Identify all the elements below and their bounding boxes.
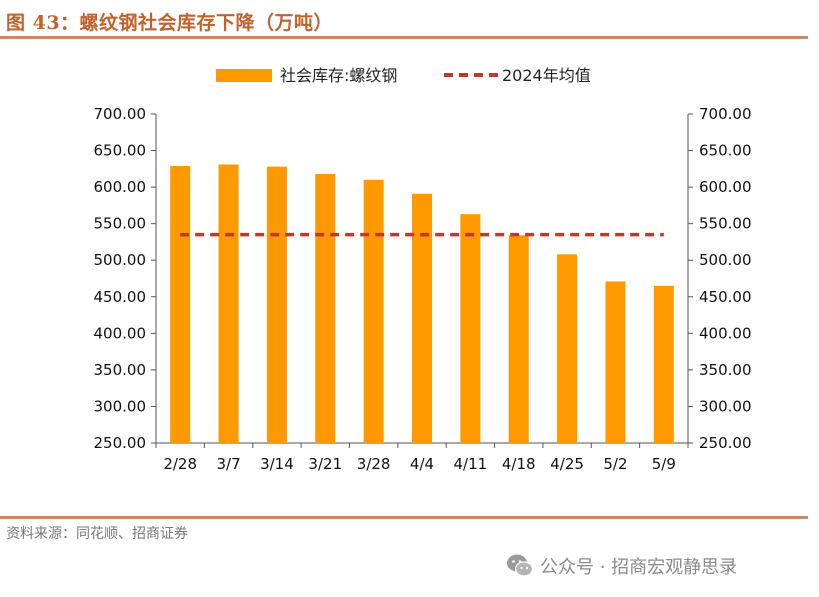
x-tick-label: 4/4 (410, 455, 434, 473)
legend-label-bar: 社会库存:螺纹钢 (280, 66, 397, 85)
bars (170, 164, 674, 444)
wechat-icon (507, 554, 534, 577)
y-tick-label-right: 450.00 (699, 288, 752, 306)
x-tick-label: 3/14 (260, 455, 294, 473)
bar (508, 235, 529, 443)
figure-title: 图 43：螺纹钢社会库存下降（万吨） (6, 12, 334, 34)
y-tick-label-right: 300.00 (699, 397, 752, 415)
x-tick-label: 4/11 (454, 455, 488, 473)
x-tick-label: 2/28 (163, 455, 197, 473)
y-tick-label-right: 250.00 (699, 434, 752, 452)
x-tick-label: 3/28 (357, 455, 391, 473)
y-tick-label-right: 500.00 (699, 251, 752, 269)
bar (412, 193, 432, 443)
bar (605, 281, 626, 443)
legend-label-line: 2024年均值 (502, 66, 591, 85)
bar (315, 173, 336, 443)
footer-rule (0, 516, 808, 519)
bar (557, 254, 578, 443)
x-tick-label: 3/21 (308, 455, 342, 473)
bar (170, 165, 191, 444)
y-tick-label-right: 600.00 (699, 178, 752, 196)
bar (266, 166, 287, 443)
watermark: 公众号 · 招商宏观静思录 (506, 553, 737, 579)
x-tick-label: 5/9 (652, 455, 676, 473)
source-note: 资料来源：同花顺、招商证券 (6, 526, 188, 542)
y-tick-label-left: 350.00 (94, 361, 147, 379)
y-tick-label-left: 400.00 (94, 324, 147, 342)
y-tick-label-left: 550.00 (94, 215, 147, 233)
legend-swatch-bar (216, 69, 272, 82)
legend: 社会库存:螺纹钢 2024年均值 (216, 66, 591, 85)
bar (653, 285, 674, 443)
y-tick-label-left: 300.00 (94, 397, 147, 415)
watermark-text: 公众号 · 招商宏观静思录 (540, 557, 738, 578)
y-tick-label-left: 700.00 (94, 105, 147, 123)
y-tick-label-right: 400.00 (699, 324, 752, 342)
title-rule (0, 36, 808, 39)
bar (363, 179, 384, 444)
y-tick-label-left: 250.00 (94, 434, 147, 452)
y-tick-label-right: 350.00 (699, 361, 752, 379)
y-tick-label-left: 650.00 (94, 142, 147, 160)
y-tick-label-left: 600.00 (94, 178, 147, 196)
y-tick-label-left: 450.00 (94, 288, 147, 306)
x-tick-label: 4/25 (550, 455, 584, 473)
bar (218, 164, 239, 444)
x-tick-label: 3/7 (216, 455, 240, 473)
y-tick-label-right: 650.00 (699, 142, 752, 160)
bar (460, 214, 481, 443)
y-tick-label-left: 500.00 (94, 251, 147, 269)
y-tick-label-right: 550.00 (699, 215, 752, 233)
x-tick-label: 5/2 (603, 455, 627, 473)
tick-labels: 250.00 250.00 300.00 300.00 350.00 350.00 400.… (94, 105, 752, 473)
x-tick-label: 4/18 (502, 455, 536, 473)
y-tick-label-right: 700.00 (699, 105, 752, 123)
